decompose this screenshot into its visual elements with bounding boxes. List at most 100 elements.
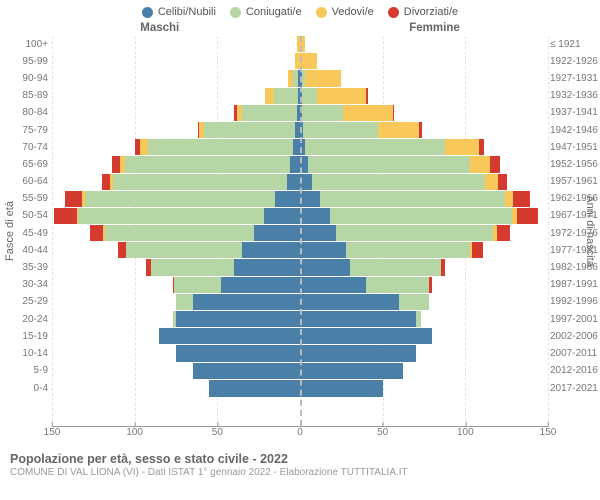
bar-segment xyxy=(429,277,432,293)
female-bar xyxy=(300,242,548,258)
bar-segment xyxy=(346,242,470,258)
chart-subtitle: COMUNE DI VAL LIONA (VI) - Dati ISTAT 1°… xyxy=(10,467,590,478)
female-bar xyxy=(300,53,548,69)
year-label: 1967-1971 xyxy=(550,210,600,221)
age-label: 15-19 xyxy=(12,331,48,342)
female-bar xyxy=(300,36,548,52)
female-bar xyxy=(300,225,548,241)
male-bar xyxy=(52,88,300,104)
year-label: 1982-1986 xyxy=(550,262,600,273)
bar-segment xyxy=(300,294,399,310)
year-label: 1957-1961 xyxy=(550,176,600,187)
male-bar xyxy=(52,259,300,275)
bar-segment xyxy=(302,88,317,104)
bar-segment xyxy=(399,294,429,310)
year-label: 1932-1936 xyxy=(550,90,600,101)
age-label: 45-49 xyxy=(12,228,48,239)
bar-segment xyxy=(303,122,377,138)
bar-segment xyxy=(300,208,330,224)
legend-label: Vedovi/e xyxy=(332,6,374,18)
bar-segment xyxy=(105,225,254,241)
bar-segment xyxy=(416,311,421,327)
bar-segment xyxy=(366,277,429,293)
year-label: 1987-1991 xyxy=(550,279,600,290)
year-label: 1942-1946 xyxy=(550,125,600,136)
bar-segment xyxy=(517,208,538,224)
bar-segment xyxy=(317,88,367,104)
bar-segment xyxy=(85,191,275,207)
age-label: 0-4 xyxy=(12,383,48,394)
male-bar xyxy=(52,345,300,361)
age-label: 75-79 xyxy=(12,125,48,136)
bar-segment xyxy=(300,380,383,397)
x-tick: 100 xyxy=(457,427,474,438)
bar-segment xyxy=(479,139,484,155)
age-label: 10-14 xyxy=(12,348,48,359)
year-label: 2017-2021 xyxy=(550,383,600,394)
female-bar xyxy=(300,277,548,293)
female-bar xyxy=(300,70,548,86)
male-bar xyxy=(52,208,300,224)
year-label: 1952-1956 xyxy=(550,159,600,170)
year-label: 1977-1981 xyxy=(550,245,600,256)
male-bar xyxy=(52,242,300,258)
year-label: 1927-1931 xyxy=(550,73,600,84)
bar-segment xyxy=(112,156,120,172)
bar-segment xyxy=(497,225,510,241)
bar-segment xyxy=(126,242,242,258)
legend-item: Celibi/Nubili xyxy=(142,6,216,18)
bar-segment xyxy=(90,225,103,241)
bar-segment xyxy=(159,328,300,344)
male-bar xyxy=(52,191,300,207)
bar-segment xyxy=(308,156,470,172)
x-axis: 15010050050100150 xyxy=(52,426,548,448)
bar-segment xyxy=(174,277,220,293)
x-tick: 100 xyxy=(126,427,143,438)
bar-segment xyxy=(490,156,500,172)
age-label: 25-29 xyxy=(12,296,48,307)
bar-segment xyxy=(242,242,300,258)
chart-title: Popolazione per età, sesso e stato civil… xyxy=(10,452,590,466)
female-bar xyxy=(300,105,548,121)
bar-segment xyxy=(485,174,498,190)
male-bar xyxy=(52,156,300,172)
bar-segment xyxy=(302,105,343,121)
female-bar xyxy=(300,311,548,327)
bar-segment xyxy=(78,208,263,224)
bar-segment xyxy=(472,242,484,258)
male-bar xyxy=(52,139,300,155)
gridline xyxy=(548,36,549,426)
bar-segment xyxy=(151,259,234,275)
bar-segment xyxy=(293,139,300,155)
age-label: 50-54 xyxy=(12,210,48,221)
legend-item: Divorziati/e xyxy=(388,6,458,18)
female-bar xyxy=(300,345,548,361)
legend-dot-icon xyxy=(142,7,153,18)
year-label: 1972-1976 xyxy=(550,228,600,239)
year-label: 1992-1996 xyxy=(550,296,600,307)
bar-segment xyxy=(330,208,512,224)
bar-segment xyxy=(290,156,300,172)
bar-segment xyxy=(300,311,416,327)
age-label: 85-89 xyxy=(12,90,48,101)
bar-segment xyxy=(193,294,300,310)
age-label: 60-64 xyxy=(12,176,48,187)
male-bar xyxy=(52,70,300,86)
bar-segment xyxy=(264,208,300,224)
female-bar xyxy=(300,363,548,379)
bar-segment xyxy=(343,105,393,121)
header-male: Maschi xyxy=(140,22,179,34)
x-tick: 150 xyxy=(540,427,557,438)
legend: Celibi/NubiliConiugati/eVedovi/eDivorzia… xyxy=(0,0,600,18)
bar-segment xyxy=(140,139,148,155)
column-headers: Maschi Femmine xyxy=(0,22,600,34)
bar-segment xyxy=(300,345,416,361)
bar-segment xyxy=(176,345,300,361)
age-label: 95-99 xyxy=(12,56,48,67)
bar-segment xyxy=(209,380,300,397)
year-label: ≤ 1921 xyxy=(550,39,600,50)
bar-segment xyxy=(300,53,317,69)
bar-segment xyxy=(350,259,441,275)
female-bar xyxy=(300,88,548,104)
female-bar xyxy=(300,139,548,155)
